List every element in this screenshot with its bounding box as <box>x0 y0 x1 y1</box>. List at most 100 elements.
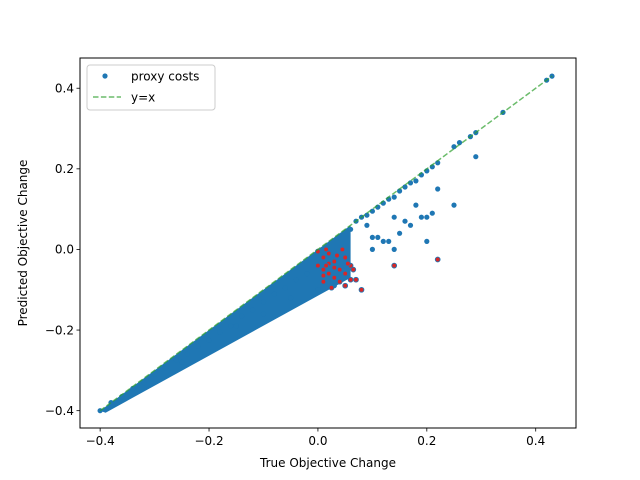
highlight-point-15 <box>353 276 359 283</box>
highlight-point-1 <box>320 254 327 261</box>
highlight-point-27 <box>323 262 329 269</box>
point-28 <box>348 226 354 232</box>
highlight-point-16 <box>347 276 354 283</box>
point-13 <box>239 313 245 319</box>
highlight-point-23 <box>345 260 351 267</box>
highlight-point-26 <box>320 272 327 279</box>
highlight-point-22 <box>350 266 357 273</box>
highlight-points <box>315 246 441 293</box>
point-54 <box>380 238 386 244</box>
legend-box <box>86 64 216 111</box>
point-18 <box>293 277 299 283</box>
highlight-point-25 <box>331 264 338 271</box>
axes-frame <box>79 57 577 429</box>
point-46 <box>456 140 463 146</box>
highlight-point-4 <box>325 250 332 257</box>
highlight-point-5 <box>320 278 327 285</box>
point-68 <box>451 202 457 208</box>
highlight-point-21 <box>339 246 346 253</box>
point-24 <box>315 287 321 293</box>
x-tick-label-1: −0.2 <box>194 434 223 448</box>
point-19 <box>304 271 310 277</box>
highlight-point-14 <box>342 282 349 289</box>
highlight-point-18 <box>334 252 340 259</box>
point-36 <box>391 194 397 200</box>
highlight-point-12 <box>336 278 343 285</box>
highlight-point-29 <box>391 262 398 269</box>
point-55 <box>375 234 381 240</box>
point-45 <box>451 144 457 150</box>
point-40 <box>413 178 419 184</box>
point-16 <box>271 291 277 297</box>
point-63 <box>424 214 430 220</box>
point-20 <box>179 359 185 365</box>
highlight-point-8 <box>336 266 343 273</box>
point-53 <box>369 234 375 240</box>
identity-line <box>99 75 553 412</box>
point-61 <box>407 222 414 228</box>
highlight-point-28 <box>434 256 441 263</box>
y-tick-label-1: −0.2 <box>45 323 74 337</box>
point-56 <box>386 238 392 244</box>
point-10 <box>206 337 212 343</box>
point-71 <box>369 246 375 252</box>
point-23 <box>288 295 294 301</box>
point-65 <box>435 186 441 192</box>
legend-label-identity-line: y=x <box>131 91 155 105</box>
point-14 <box>250 307 256 313</box>
highlight-point-2 <box>315 262 321 269</box>
x-tick-label-4: 0.4 <box>526 434 545 448</box>
point-3 <box>130 385 136 392</box>
y-axis-ticks: −0.4 −0.2 0.0 0.2 0.4 <box>45 82 80 418</box>
point-38 <box>402 184 408 190</box>
point-31 <box>364 212 370 218</box>
highlight-point-9 <box>342 254 349 261</box>
x-axis-label: True Objective Change <box>259 456 396 470</box>
x-tick-label-2: 0.0 <box>308 434 327 448</box>
point-6 <box>162 365 169 371</box>
highlight-point-11 <box>342 270 349 277</box>
point-9 <box>195 343 201 349</box>
highlight-point-7 <box>325 270 332 277</box>
point-15 <box>260 299 267 305</box>
y-tick-label-2: 0.0 <box>55 243 74 257</box>
point-69 <box>473 154 479 160</box>
point-64 <box>429 210 435 216</box>
point-22 <box>260 311 267 317</box>
identity-line-layer <box>99 75 553 412</box>
point-62 <box>418 214 424 220</box>
point-5 <box>152 371 158 377</box>
point-59 <box>391 214 397 220</box>
point-52 <box>364 222 370 228</box>
plot-area <box>97 73 555 414</box>
point-11 <box>217 329 223 335</box>
point-37 <box>397 188 403 194</box>
x-tick-label-0: −0.4 <box>86 434 115 448</box>
y-tick-label-0: −0.4 <box>45 404 74 418</box>
point-17 <box>282 285 288 291</box>
point-66 <box>424 238 430 244</box>
y-tick-label-4: 0.4 <box>55 82 74 96</box>
point-21 <box>233 323 239 329</box>
highlight-point-17 <box>358 286 365 293</box>
x-tick-label-3: 0.2 <box>417 434 436 448</box>
highlight-point-24 <box>328 284 335 291</box>
x-axis-ticks: −0.4 −0.2 0.0 0.2 0.4 <box>86 428 545 448</box>
y-axis-label: Predicted Objective Change <box>16 160 30 327</box>
point-44 <box>435 160 441 166</box>
point-8 <box>184 351 190 357</box>
point-60 <box>402 218 408 224</box>
point-12 <box>228 323 234 329</box>
legend-label-proxy-costs: proxy costs <box>131 70 199 84</box>
point-57 <box>391 246 397 252</box>
highlight-point-13 <box>331 274 338 281</box>
highlight-point-3 <box>320 266 327 273</box>
legend-marker-proxy-costs <box>102 73 108 79</box>
highlight-point-6 <box>331 258 338 265</box>
y-tick-label-3: 0.2 <box>55 162 74 176</box>
point-70 <box>413 202 419 208</box>
point-4 <box>141 379 147 386</box>
point-58 <box>397 230 403 236</box>
legend: proxy costs y=x <box>86 64 216 111</box>
